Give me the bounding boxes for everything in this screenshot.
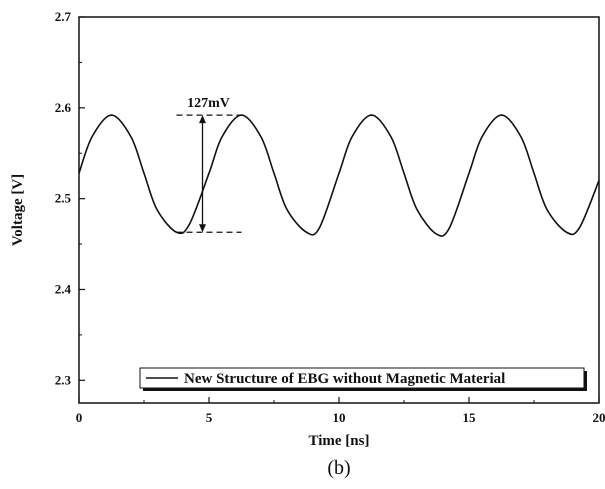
legend: New Structure of EBG without Magnetic Ma…	[139, 367, 587, 391]
y-axis-ticks: 2.3 2.4 2.5 2.6 2.7	[55, 9, 85, 387]
y-tick-label: 2.4	[55, 281, 72, 296]
y-tick-label: 2.3	[55, 372, 72, 387]
amplitude-label: 127mV	[187, 96, 230, 111]
figure-caption: (b)	[327, 457, 350, 479]
x-tick-label: 10	[333, 410, 346, 425]
series-line	[78, 114, 600, 237]
y-tick-label: 2.6	[55, 100, 72, 115]
x-tick-label: 5	[206, 410, 213, 425]
y-tick-label: 2.7	[55, 9, 72, 24]
x-axis-ticks: 0 5 10 15 20	[76, 397, 605, 425]
y-tick-label: 2.5	[55, 191, 72, 206]
x-tick-label: 15	[463, 410, 477, 425]
amplitude-arrowhead-down	[199, 224, 206, 233]
amplitude-arrowhead-up	[199, 115, 206, 124]
y-axis-title: Voltage [V]	[10, 174, 26, 246]
x-axis-title: Time [ns]	[309, 433, 370, 449]
legend-box	[139, 367, 585, 389]
x-tick-label: 20	[593, 410, 605, 425]
amplitude-annotation: 127mV	[176, 96, 242, 233]
legend-label: New Structure of EBG without Magnetic Ma…	[184, 371, 505, 387]
x-tick-label: 0	[76, 410, 83, 425]
series-layer	[78, 114, 600, 237]
